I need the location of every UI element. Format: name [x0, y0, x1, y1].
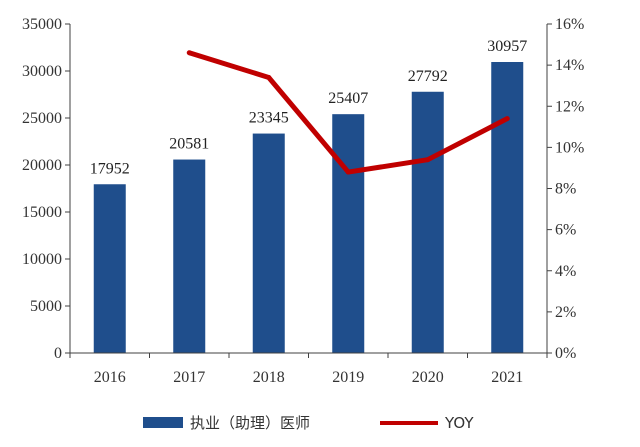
left-axis-ticks: 0 5000 10000 15000 20000 25000 30000 35000 [22, 16, 70, 362]
x-tick-label: 2018 [253, 369, 285, 386]
left-tick-label: 25000 [22, 110, 62, 127]
right-axis-ticks: 0% 2% 4% 6% 8% 10% 12% 14% 16% [547, 16, 584, 362]
left-tick-label: 10000 [22, 251, 62, 268]
left-tick-label: 20000 [22, 157, 62, 174]
bar [332, 114, 365, 354]
x-tick-label: 2021 [491, 369, 523, 386]
yoy-point [425, 157, 431, 163]
bar-data-label: 20581 [169, 136, 209, 153]
right-tick-label: 8% [555, 181, 576, 198]
yoy-point [345, 169, 351, 175]
bar [411, 91, 444, 354]
bar-data-label: 30957 [487, 38, 527, 55]
x-tick-label: 2019 [332, 369, 364, 386]
data-labels: 17952 20581 23345 25407 27792 30957 [90, 38, 528, 177]
x-axis-ticks: 2016 2017 2018 2019 2020 2021 [69, 353, 548, 386]
left-tick-label: 0 [54, 345, 62, 362]
legend-label-yoy: YOY [444, 414, 474, 432]
yoy-point [266, 74, 272, 80]
legend-label-bars: 执业（助理）医师 [190, 414, 310, 432]
right-tick-label: 16% [555, 16, 584, 33]
right-tick-label: 10% [555, 139, 584, 156]
left-tick-label: 30000 [22, 63, 62, 80]
x-tick-label: 2017 [173, 369, 205, 386]
legend-swatch-bars [143, 417, 183, 428]
yoy-series [186, 50, 510, 175]
yoy-point [504, 116, 510, 122]
bar [491, 62, 524, 353]
legend: 执业（助理）医师 YOY [143, 414, 474, 432]
left-tick-label: 15000 [22, 204, 62, 221]
bar-data-label: 17952 [90, 160, 130, 177]
x-tick-label: 2020 [412, 369, 444, 386]
bar-data-label: 25407 [328, 90, 368, 107]
right-tick-label: 4% [555, 263, 576, 280]
right-tick-label: 12% [555, 98, 584, 115]
right-tick-label: 2% [555, 304, 576, 321]
bar-series [93, 62, 524, 354]
bar [252, 133, 285, 353]
x-tick-label: 2016 [94, 369, 126, 386]
bar [93, 184, 126, 353]
right-tick-label: 14% [555, 57, 584, 74]
bar-data-label: 27792 [408, 68, 448, 85]
right-tick-label: 6% [555, 222, 576, 239]
bar [173, 159, 206, 353]
bar-data-label: 23345 [249, 110, 289, 127]
left-tick-label: 35000 [22, 16, 62, 33]
left-tick-label: 5000 [30, 298, 62, 315]
right-tick-label: 0% [555, 345, 576, 362]
axes [69, 24, 548, 354]
yoy-point [186, 50, 192, 56]
